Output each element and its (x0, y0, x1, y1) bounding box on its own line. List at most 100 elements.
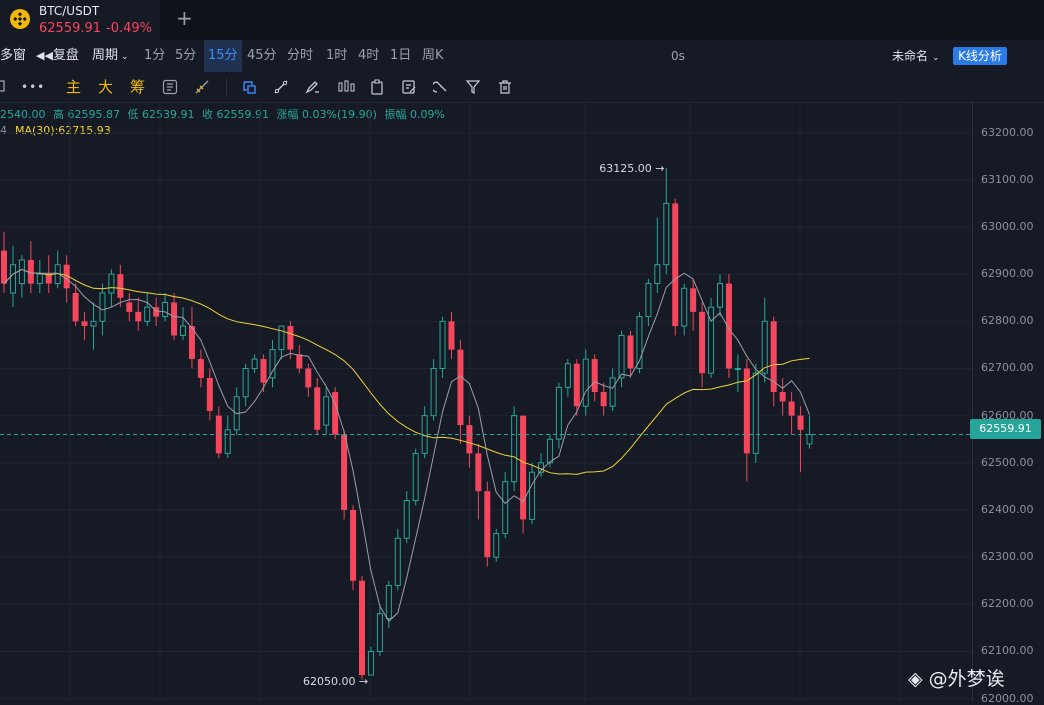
price-tick-label: 62100.00 (981, 644, 1034, 658)
candle-body (224, 429, 231, 454)
square-icon[interactable] (0, 80, 6, 92)
filter-icon[interactable] (465, 79, 481, 95)
candle-body (27, 260, 34, 284)
candle-body (341, 434, 348, 510)
replay-label: 复盘 (52, 48, 79, 63)
chevron-down-icon: ⌄ (121, 52, 129, 62)
multi-window-button[interactable]: 多窗 (0, 48, 27, 63)
interval-timeshare[interactable]: 分时 (287, 48, 314, 63)
clipboard-icon[interactable] (369, 79, 385, 95)
add-tab-button[interactable]: + (176, 6, 193, 30)
candle-body (770, 321, 777, 393)
candle-body (376, 613, 383, 652)
compare-icon[interactable] (162, 79, 178, 95)
candles-tool-icon[interactable] (337, 79, 355, 95)
candle-body (493, 533, 500, 558)
candle-body (520, 415, 527, 520)
candle-body (135, 311, 142, 322)
candle-body (511, 415, 518, 483)
interval-5m[interactable]: 5分 (175, 48, 197, 63)
interval-1w[interactable]: 周K (422, 48, 444, 63)
candle-body (797, 415, 804, 430)
countdown: 0s (671, 49, 685, 63)
candle-body (45, 274, 52, 284)
candle-body (385, 584, 392, 619)
main-indicator-button[interactable]: 主 (66, 78, 82, 96)
candle-body (439, 320, 446, 369)
interval-1m[interactable]: 1分 (144, 48, 166, 63)
interval-15m[interactable]: 15分 (204, 40, 242, 72)
price-tick-label: 62200.00 (981, 597, 1034, 611)
trash-icon[interactable] (497, 79, 513, 95)
big-order-button[interactable]: 大 (98, 78, 114, 96)
candle-body (752, 372, 759, 454)
replay-button[interactable]: ◀◀复盘 (36, 40, 79, 72)
candle-body (725, 283, 732, 369)
price-tick-label: 63200.00 (981, 125, 1034, 139)
high-annotation: 63125.00 → (599, 162, 664, 175)
candle-body (63, 264, 70, 289)
interval-4h[interactable]: 4时 (358, 48, 380, 63)
candle-body (72, 293, 79, 322)
candle-body (618, 334, 625, 379)
candle-body (305, 368, 312, 388)
candle-body (699, 311, 706, 374)
tab-bar: BTC/USDT 62559.91 -0.49% + (0, 0, 1044, 40)
ruler-off-icon[interactable] (194, 79, 210, 95)
price-tick-label: 62000.00 (981, 691, 1034, 705)
note-edit-icon[interactable] (401, 79, 417, 95)
candle-body (242, 367, 249, 398)
candle-body (717, 283, 723, 308)
chart-toolbar: 多窗 ◀◀复盘 周期 ⌄ 1分 5分 15分 45分 分时 1时 4时 1日 周K… (0, 40, 1044, 103)
magnet-icon[interactable] (433, 79, 449, 95)
candle-body (627, 335, 634, 369)
chips-button[interactable]: 筹 (130, 78, 146, 96)
candle-body (529, 471, 536, 520)
select-tool-icon[interactable] (241, 79, 257, 95)
ma5-line (3, 268, 810, 623)
candle-body (278, 325, 285, 351)
period-dropdown[interactable]: 周期 ⌄ (92, 40, 129, 72)
candle-body (36, 273, 43, 285)
candle-body (734, 367, 741, 370)
candle-body (681, 287, 688, 327)
tab-symbol: BTC/USDT (39, 4, 100, 18)
interval-45m[interactable]: 45分 (247, 48, 277, 63)
candle-body (394, 537, 401, 586)
price-axis[interactable]: 63200.00 63100.00 63000.00 62900.00 62800.00… (972, 102, 1044, 705)
candle-body (144, 306, 151, 322)
candle-body (332, 392, 339, 435)
candle-body (359, 580, 365, 676)
candle-body (99, 292, 106, 322)
price-tick-label: 62900.00 (981, 267, 1034, 281)
layout-name-dropdown[interactable]: 未命名 ⌄ (892, 40, 940, 72)
price-tick-label: 62700.00 (981, 361, 1034, 375)
candle-body (708, 306, 715, 374)
ma30-line (3, 268, 810, 475)
candle-body (573, 363, 580, 407)
candle-body (475, 453, 482, 492)
amplitude-value: 振幅 0.09% (384, 108, 445, 121)
candle-body (555, 386, 562, 440)
ma-legend: 4 MA(30):62715.93 (0, 124, 111, 137)
candle-body (162, 301, 169, 318)
candle-body (788, 401, 795, 416)
candle-body (484, 491, 491, 558)
candle-body (466, 425, 473, 454)
ma-prefix: 4 (0, 124, 7, 137)
candlestick-chart[interactable]: 63125.00 → 62050.00 → (0, 102, 972, 701)
tab-btc-usdt[interactable]: BTC/USDT 62559.91 -0.49% (0, 0, 160, 40)
interval-1d[interactable]: 1日 (390, 48, 412, 63)
candle-body (591, 359, 598, 393)
candle-body (197, 359, 204, 378)
interval-1h[interactable]: 1时 (326, 48, 348, 63)
candle-body (188, 326, 195, 360)
candle-body (582, 358, 589, 407)
candle-body (171, 302, 178, 336)
ma30-value: MA(30):62715.93 (15, 124, 111, 137)
brush-tool-icon[interactable] (304, 79, 320, 95)
more-button[interactable]: ••• (21, 80, 46, 94)
trendline-tool-icon[interactable] (273, 79, 289, 95)
candle-body (350, 509, 357, 581)
kline-analysis-button[interactable]: K线分析 (953, 47, 1007, 65)
